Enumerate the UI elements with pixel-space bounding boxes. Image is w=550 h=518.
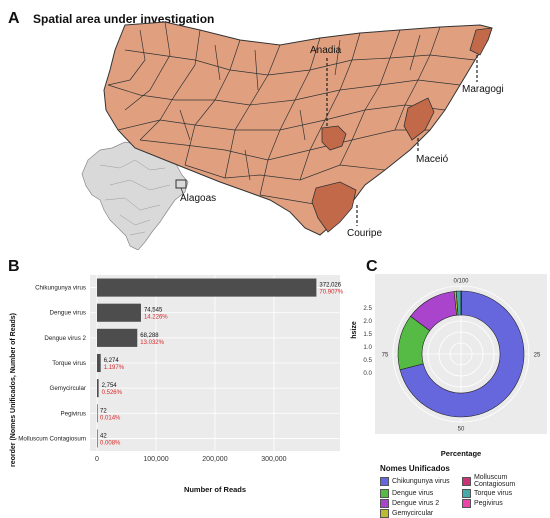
bar-value-label: 68,288 <box>140 333 159 339</box>
bar-mark <box>97 278 317 297</box>
label-couripe: Couripe <box>347 228 383 239</box>
donut-angle-tick-label: 50 <box>458 427 465 433</box>
alagoas-state <box>103 21 493 236</box>
bar-mark <box>97 353 101 373</box>
legend-item: Pegivirus <box>462 499 550 508</box>
donut-angle-tick-label: 25 <box>534 353 541 359</box>
legend-label: Dengue virus <box>392 490 434 497</box>
bar-category-label: Gemycircular <box>50 385 86 392</box>
legend-item: Torque virus <box>462 489 550 498</box>
anadia-area <box>321 125 347 151</box>
label-anadia: Anadia <box>310 45 342 56</box>
donut-angle-tick-label: 75 <box>382 353 389 359</box>
donut-slice <box>399 290 525 418</box>
donut-y-tick-label: 0.0 <box>363 370 372 377</box>
legend-label: Chikungunya virus <box>392 477 450 485</box>
legend-item: Dengue virus <box>380 489 462 498</box>
legend-item: Molluscum Contagiosum <box>462 474 550 488</box>
donut-legend-title: Nomes Unificados <box>380 464 450 473</box>
bar-y-axis-label: reorder (Nomes Unificados, Number of Rea… <box>10 313 17 467</box>
donut-x-axis-label: Percentage <box>441 449 481 458</box>
label-maceio: Maceió <box>416 154 449 165</box>
bar-value-label: 74,545 <box>144 308 163 314</box>
legend-swatch <box>462 489 471 498</box>
donut-legend: Chikungunya virus Molluscum Contagiosum De… <box>380 474 550 518</box>
bar-percent-label: 70.907% <box>319 290 343 296</box>
bar-mark <box>97 303 141 322</box>
bar-category-label: Dengue virus <box>50 310 86 317</box>
bar-percent-label: 0.526% <box>102 390 123 396</box>
maragogi-area <box>469 27 493 56</box>
donut-chart: 0/100 25 50 75 0.0 0.5 1.0 1.5 2.0 2.5 hsize Per… <box>351 274 547 458</box>
bar-percent-label: 0.014% <box>100 415 121 421</box>
legend-label: Pegivirus <box>474 500 503 507</box>
legend-item: Chikungunya virus <box>380 474 462 488</box>
bar-value-label: 372,026 <box>319 283 341 289</box>
bar-percent-label: 13.032% <box>140 340 164 346</box>
panel-a-letter: A <box>8 10 20 27</box>
bar-percent-label: 1.197% <box>104 365 125 371</box>
bar-value-label: 72 <box>100 408 107 414</box>
label-alagoas: Alagoas <box>180 193 217 204</box>
label-maragogi: Maragogi <box>462 84 504 95</box>
panel-c-letter: C <box>366 258 378 275</box>
bar-mark <box>97 379 99 398</box>
bar-category-label: Torque virus <box>52 360 86 367</box>
legend-label: Torque virus <box>474 490 513 497</box>
bar-category-label: Pegivirus <box>61 410 86 417</box>
donut-slice <box>460 290 463 316</box>
maceio-area <box>403 97 435 141</box>
bar-mark <box>97 404 98 423</box>
couripe-area <box>311 181 357 233</box>
donut-y-tick-label: 2.5 <box>363 305 372 312</box>
donut-y-tick-label: 2.0 <box>363 318 372 325</box>
bar-percent-label: 14.226% <box>144 315 168 321</box>
bar-x-tick-label: 300,000 <box>261 456 286 463</box>
legend-swatch <box>462 476 471 486</box>
legend-label: Dengue virus 2 <box>392 500 440 507</box>
legend-swatch <box>380 476 389 486</box>
bar-x-axis-label: Number of Reads <box>184 485 246 494</box>
bar-mark <box>97 328 138 347</box>
bar-x-tick-label: 100,000 <box>143 456 168 463</box>
bar-mark <box>97 429 98 448</box>
legend-item: Dengue virus 2 <box>380 499 462 508</box>
legend-swatch <box>380 489 389 498</box>
donut-y-axis-label: hsize <box>351 321 358 339</box>
donut-angle-tick-label: 0/100 <box>453 279 469 285</box>
donut-y-tick-label: 1.0 <box>363 344 372 351</box>
donut-y-tick-label: 1.5 <box>363 331 372 338</box>
legend-label: Molluscum Contagiosum <box>473 474 516 488</box>
legend-swatch <box>380 499 389 508</box>
bar-category-label: Molluscum Contagiosum <box>18 435 86 442</box>
bar-x-tick-label: 200,000 <box>202 456 227 463</box>
panel-b-letter: B <box>8 258 20 275</box>
bar-value-label: 2,754 <box>102 383 118 389</box>
legend-swatch <box>462 499 471 508</box>
alagoas-map <box>81 21 493 250</box>
bar-percent-label: 0.008% <box>100 440 121 446</box>
bar-value-label: 42 <box>100 433 107 439</box>
bar-category-label: Chikungunya virus <box>35 285 86 292</box>
bar-category-label: Dengue virus 2 <box>44 335 86 342</box>
bar-value-label: 6,274 <box>104 358 120 364</box>
donut-y-tick-label: 0.5 <box>363 357 372 364</box>
bar-x-tick-label: 0 <box>95 456 99 463</box>
